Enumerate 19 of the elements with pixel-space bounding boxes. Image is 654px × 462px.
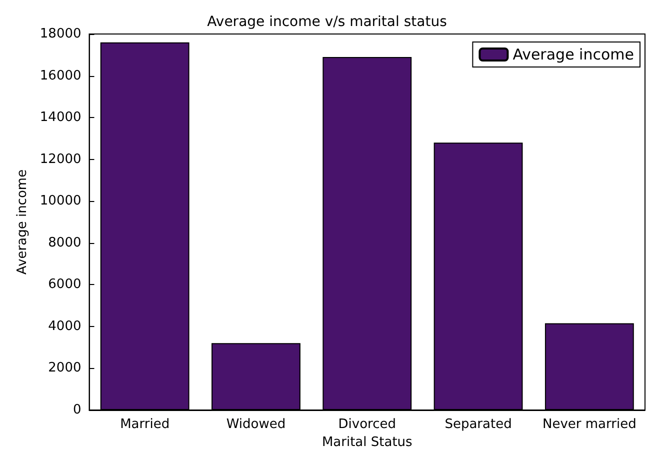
y-tick-label: 8000 (48, 235, 82, 250)
y-tick-label: 2000 (48, 360, 82, 376)
y-tick-label: 12000 (40, 152, 82, 167)
chart-title: Average income v/s marital status (207, 14, 447, 30)
x-tick-label: Married (120, 417, 170, 432)
y-tick-label: 18000 (40, 26, 82, 42)
y-tick-label: 4000 (48, 318, 82, 334)
legend-label: Average income (512, 46, 634, 64)
x-tick-label: Widowed (226, 417, 286, 432)
y-tick-label: 6000 (48, 277, 82, 292)
y-tick-label: 0 (72, 402, 82, 418)
y-tick-label: 14000 (40, 110, 82, 126)
y-tick-label: 16000 (40, 68, 82, 84)
y-axis-title: Average income (15, 169, 30, 275)
x-tick-label: Never married (542, 417, 636, 432)
x-tick-label: Divorced (338, 417, 396, 432)
y-tick-label: 10000 (40, 194, 82, 209)
x-axis-title: Marital Status (322, 435, 413, 450)
x-tick-label: Separated (444, 417, 512, 432)
